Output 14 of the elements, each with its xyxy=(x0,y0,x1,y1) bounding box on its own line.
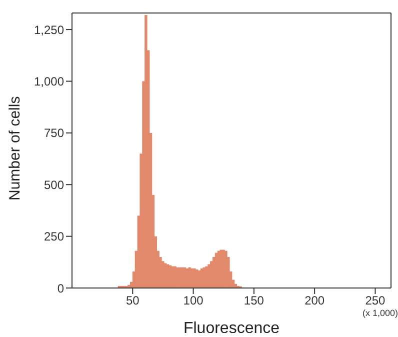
y-tick-label: 1,000 xyxy=(34,74,64,88)
y-tick-label: 500 xyxy=(44,178,64,192)
x-tick-label: 150 xyxy=(244,294,264,308)
y-tick-label: 750 xyxy=(44,126,64,140)
y-tick-label: 1,250 xyxy=(34,22,64,37)
x-tick-label: 50 xyxy=(126,294,140,308)
text: (x 1,000) xyxy=(362,308,398,318)
x-tick-label: 100 xyxy=(183,294,204,308)
y-tick-label: 0 xyxy=(57,281,64,296)
y-tick-label: 250 xyxy=(44,230,64,244)
x-tick-label: 250 xyxy=(365,294,386,308)
y-axis-title: Number of cells xyxy=(6,96,24,200)
x-axis-title: Fluorescence xyxy=(183,320,280,337)
x-tick-label: 200 xyxy=(304,294,325,308)
